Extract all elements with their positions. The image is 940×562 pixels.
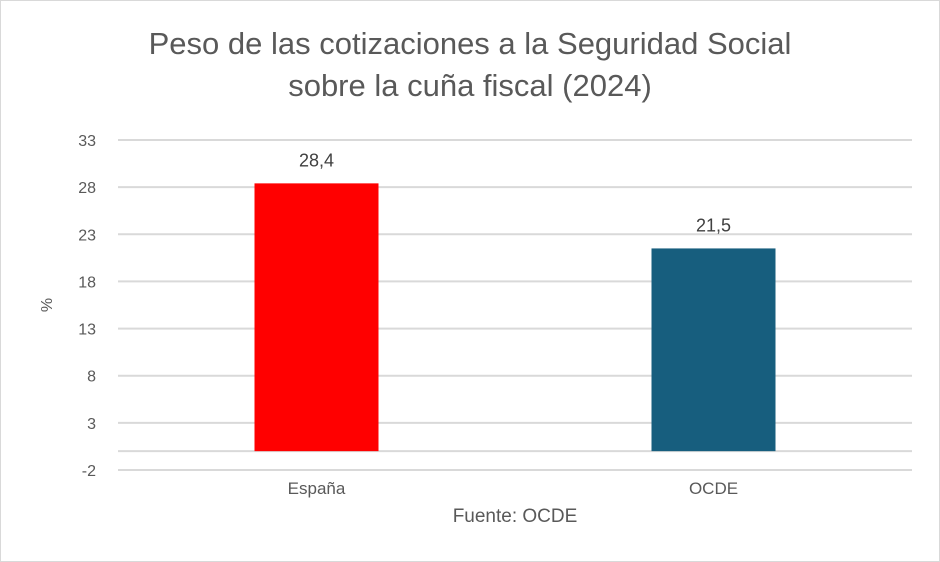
y-tick-label: 18 [78, 274, 96, 291]
bar-ocde [651, 248, 776, 452]
y-tick-label: 13 [78, 322, 96, 339]
y-tick-label: 23 [78, 227, 96, 244]
chart-title-line2: sobre la cuña fiscal (2024) [288, 68, 652, 103]
y-tick-label: 33 [78, 133, 96, 150]
x-tick-label: OCDE [689, 479, 738, 498]
x-tick-label: España [288, 479, 346, 498]
data-label: 21,5 [696, 215, 731, 235]
data-label: 28,4 [299, 150, 334, 170]
bar-espana [254, 183, 379, 452]
y-tick-label: 3 [87, 416, 96, 433]
y-tick-label: 8 [87, 369, 96, 386]
y-axis-label: % [39, 298, 56, 312]
chart-title-line1: Peso de las cotizaciones a la Seguridad … [148, 26, 792, 61]
y-tick-label: 28 [78, 180, 96, 197]
x-axis-label-source: Fuente: OCDE [452, 506, 578, 527]
y-tick-label: -2 [82, 463, 96, 480]
